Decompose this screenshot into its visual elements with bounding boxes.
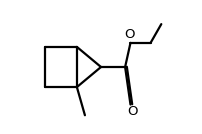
Text: O: O [127,105,138,118]
Text: O: O [125,28,135,41]
